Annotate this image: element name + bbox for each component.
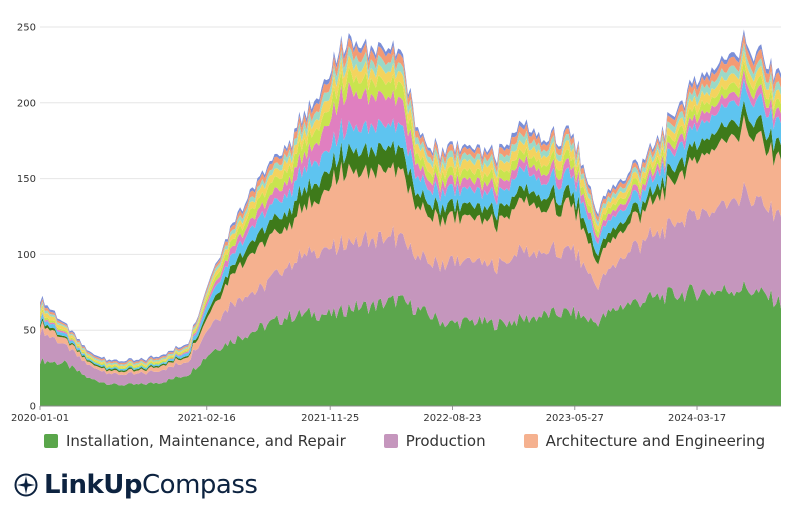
x-tick-label: 2021-11-25: [301, 413, 359, 424]
y-tick-label: 200: [17, 98, 36, 109]
legend-item[interactable]: Architecture and Engineering: [523, 432, 766, 450]
y-tick-label: 100: [17, 250, 36, 261]
x-tick-label: 2024-03-17: [668, 413, 726, 424]
series-area: [40, 60, 781, 370]
legend-item[interactable]: Production: [383, 432, 486, 450]
legend-swatch: [383, 434, 398, 448]
series-area: [40, 280, 781, 406]
brand-wordmark: LinkUpCompass: [44, 470, 258, 500]
x-tick-label: 2021-02-16: [178, 413, 236, 424]
y-tick-label: 250: [17, 23, 36, 34]
series-area: [40, 50, 781, 368]
series-area: [40, 182, 781, 386]
legend: Installation, Maintenance, and Repair Pr…: [44, 432, 765, 450]
y-tick-label: 50: [23, 326, 36, 337]
y-tick-label: 150: [17, 174, 36, 185]
legend-swatch: [523, 434, 538, 448]
legend-label: Production: [405, 432, 486, 450]
y-tick-label: 0: [30, 402, 36, 413]
x-tick-label: 2023-05-27: [546, 413, 604, 424]
compass-icon: [14, 473, 38, 497]
brand-logo: LinkUpCompass: [14, 470, 258, 500]
legend-label: Architecture and Engineering: [545, 432, 766, 450]
series-areas: [40, 29, 781, 406]
legend-item[interactable]: Installation, Maintenance, and Repair: [44, 432, 346, 450]
series-area: [40, 42, 781, 367]
axes: 0 50 100 150 200 250 2020-01-01 2021-02-16 2021-…: [11, 23, 781, 424]
x-tick-label: 2022-08-23: [423, 413, 481, 424]
legend-label: Installation, Maintenance, and Repair: [66, 432, 346, 450]
x-tick-label: 2020-01-01: [11, 413, 69, 424]
legend-swatch: [44, 434, 58, 448]
series-area: [40, 69, 781, 370]
